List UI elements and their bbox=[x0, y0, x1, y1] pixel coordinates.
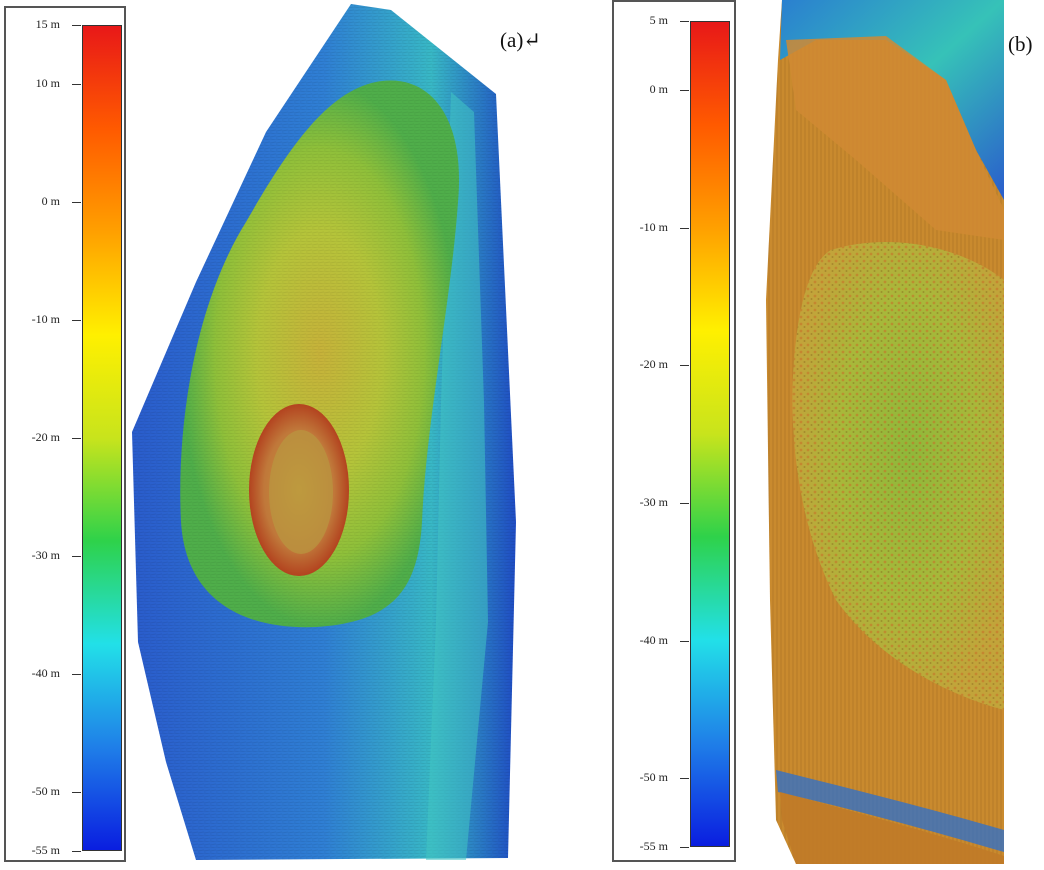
panel-b: 5 m 0 m -10 m -20 m -30 m -40 m -50 m -55 m bbox=[560, 0, 1044, 870]
cyan-ridge-a bbox=[426, 92, 488, 860]
colorbar-tick bbox=[680, 89, 689, 91]
colorbar-tick bbox=[680, 847, 689, 848]
colorbar-a bbox=[82, 25, 122, 851]
colorbar-tick bbox=[680, 640, 689, 642]
elevation-map-a bbox=[132, 4, 516, 860]
colorbar-tick-label: -30 m bbox=[639, 494, 668, 509]
upper-slope-b bbox=[780, 0, 1004, 200]
colorbar-tick bbox=[72, 320, 81, 321]
colorbar-tick-label: -55 m bbox=[639, 839, 668, 853]
colorbar-legend-a: 15 m 10 m 0 m -10 m -20 m -30 m -40 m -50 m -55 … bbox=[4, 6, 126, 862]
colorbar-tick-label: 15 m bbox=[35, 17, 60, 31]
colorbar-tick-label: -40 m bbox=[31, 666, 60, 680]
colorbar-tick-label: 0 m bbox=[41, 194, 60, 208]
colorbar-tick bbox=[680, 502, 689, 504]
colorbar-tick bbox=[72, 84, 81, 85]
colorbar-tick bbox=[680, 365, 689, 367]
elevation-map-b bbox=[766, 0, 1004, 864]
colorbar-tick-label: -30 m bbox=[31, 548, 60, 562]
panel-a: 15 m 10 m 0 m -10 m -20 m -30 m -40 m -50 m -55 … bbox=[4, 4, 541, 862]
panel-label-b: (b) bbox=[1008, 32, 1033, 56]
colorbar-tick bbox=[72, 438, 81, 439]
bench-edge-b bbox=[776, 770, 1004, 852]
colorbar-tick-label: -40 m bbox=[639, 632, 668, 647]
colorbar-tick-label: -10 m bbox=[31, 312, 60, 326]
colorbar-b bbox=[690, 21, 730, 847]
colorbar-tick-label: -50 m bbox=[31, 784, 60, 798]
colorbar-tick bbox=[680, 778, 689, 780]
panel-label-a: (a)↵ bbox=[500, 28, 541, 52]
colorbar-tick bbox=[72, 792, 81, 793]
colorbar-tick bbox=[72, 25, 81, 26]
colorbar-tick bbox=[72, 674, 81, 675]
colorbar-tick bbox=[72, 851, 81, 852]
colorbar-tick-label: 10 m bbox=[35, 76, 60, 90]
colorbar-tick-label: -50 m bbox=[639, 770, 668, 785]
colorbar-tick bbox=[680, 227, 689, 229]
colorbar-legend-b: 5 m 0 m -10 m -20 m -30 m -40 m -50 m -55 m bbox=[612, 0, 736, 862]
colorbar-tick bbox=[72, 202, 81, 203]
colorbar-tick-label: -20 m bbox=[639, 357, 668, 372]
colorbar-tick-label: -20 m bbox=[31, 430, 60, 444]
colorbar-tick bbox=[72, 556, 81, 557]
colorbar-tick-label: 5 m bbox=[649, 13, 668, 27]
colorbar-tick bbox=[680, 21, 689, 22]
colorbar-tick-label: -10 m bbox=[639, 219, 668, 234]
colorbar-tick-label: 0 m bbox=[649, 81, 668, 96]
colorbar-tick-label: -55 m bbox=[31, 843, 60, 857]
